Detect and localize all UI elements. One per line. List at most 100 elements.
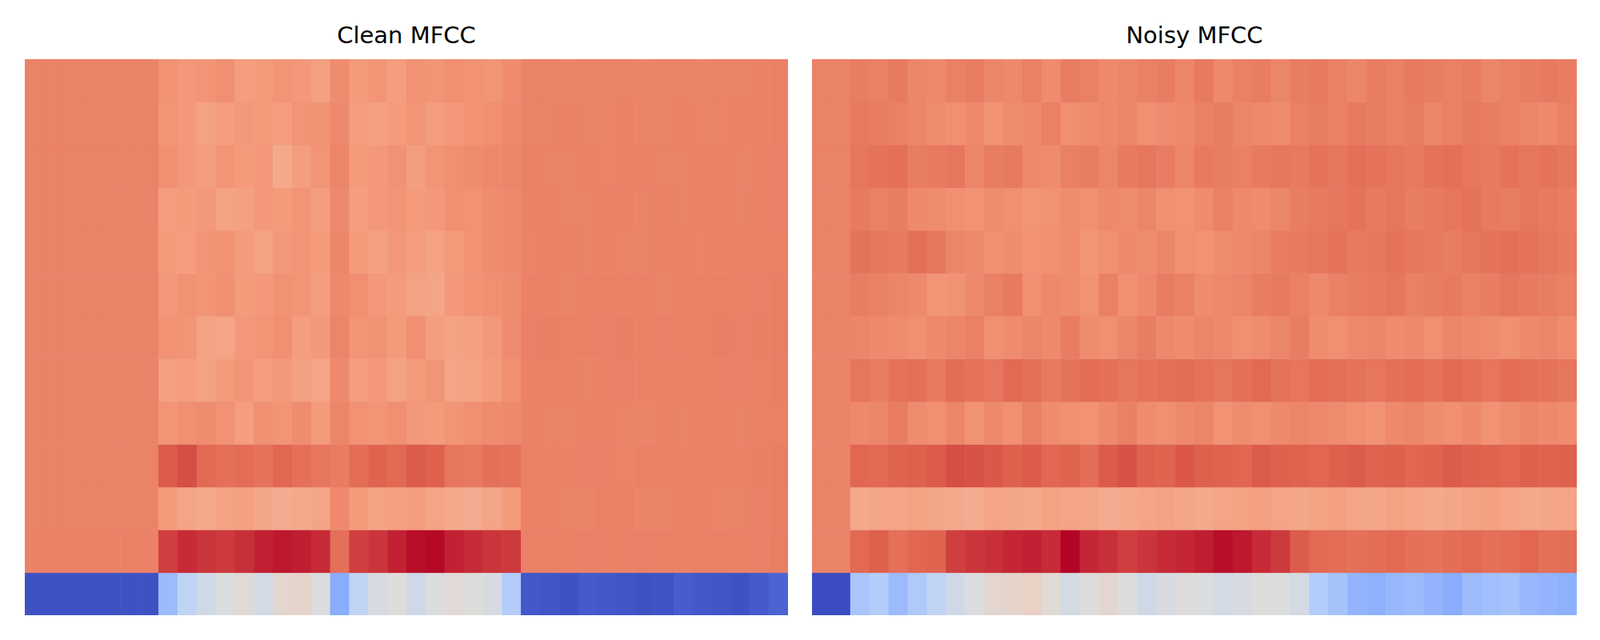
heatmap-cell bbox=[616, 59, 636, 103]
heatmap-cell bbox=[1060, 401, 1081, 445]
heatmap-cell bbox=[82, 272, 102, 316]
heatmap-cell bbox=[1443, 444, 1464, 488]
heatmap-cell bbox=[1136, 358, 1157, 402]
heatmap-cell bbox=[1060, 187, 1081, 231]
heatmap-cell bbox=[654, 272, 674, 316]
heatmap-cell bbox=[1175, 401, 1196, 445]
heatmap-cell bbox=[1500, 444, 1520, 488]
heatmap-cell bbox=[444, 316, 464, 360]
heatmap-cell bbox=[1462, 529, 1483, 573]
heatmap-cell bbox=[945, 272, 966, 316]
heatmap-cell bbox=[1022, 572, 1043, 616]
heatmap-cell bbox=[1117, 358, 1138, 402]
heatmap-cell bbox=[749, 272, 769, 316]
heatmap-cell bbox=[749, 316, 769, 360]
heatmap-cell bbox=[425, 187, 445, 231]
heatmap-cell bbox=[749, 59, 769, 103]
heatmap-cell bbox=[196, 144, 216, 188]
heatmap-cell bbox=[616, 144, 636, 188]
heatmap-cell bbox=[1156, 444, 1176, 488]
heatmap-cell bbox=[1347, 144, 1368, 188]
heatmap-cell bbox=[673, 529, 693, 573]
heatmap-cell bbox=[520, 59, 540, 103]
heatmap-cell bbox=[1500, 144, 1520, 188]
heatmap-cell bbox=[482, 272, 502, 316]
heatmap-cell bbox=[926, 59, 947, 103]
heatmap-cell bbox=[1519, 101, 1540, 145]
heatmap-cell bbox=[559, 358, 579, 402]
heatmap-cell bbox=[850, 529, 871, 573]
heatmap-cell bbox=[1117, 144, 1138, 188]
heatmap-cell bbox=[348, 101, 368, 145]
heatmap-cell bbox=[1404, 487, 1425, 531]
heatmap-cell bbox=[272, 144, 292, 188]
heatmap-cell bbox=[1328, 187, 1348, 231]
heatmap-cell bbox=[139, 144, 159, 188]
heatmap-cell bbox=[692, 187, 712, 231]
heatmap-cell bbox=[730, 401, 750, 445]
heatmap-cell bbox=[730, 230, 750, 274]
heatmap-cell bbox=[1462, 230, 1483, 274]
heatmap-cell bbox=[712, 272, 732, 316]
heatmap-cell bbox=[850, 272, 871, 316]
heatmap-cell bbox=[177, 316, 197, 360]
heatmap-cell bbox=[406, 358, 426, 402]
heatmap-cell bbox=[1290, 101, 1311, 145]
heatmap-cell bbox=[869, 144, 890, 188]
heatmap-cell bbox=[1443, 529, 1464, 573]
heatmap-cell bbox=[272, 487, 292, 531]
heatmap-cell bbox=[1308, 187, 1329, 231]
heatmap-cell bbox=[272, 572, 292, 616]
heatmap-cell bbox=[1271, 101, 1292, 145]
heatmap-cell bbox=[1328, 59, 1348, 103]
heatmap-cell bbox=[1156, 59, 1176, 103]
heatmap-cell bbox=[1538, 487, 1559, 531]
heatmap-cell bbox=[1156, 101, 1176, 145]
heatmap-cell bbox=[1519, 487, 1540, 531]
heatmap-cell bbox=[1136, 187, 1157, 231]
heatmap-cell bbox=[464, 487, 484, 531]
heatmap-cell bbox=[1175, 487, 1196, 531]
heatmap-cell bbox=[888, 401, 909, 445]
heatmap-cell bbox=[908, 358, 928, 402]
heatmap-cell bbox=[945, 401, 966, 445]
heatmap-cell bbox=[1252, 358, 1272, 402]
heatmap-cell bbox=[501, 272, 521, 316]
heatmap-cell bbox=[964, 59, 985, 103]
heatmap-cell bbox=[1424, 144, 1444, 188]
heatmap-cell bbox=[1500, 187, 1520, 231]
heatmap-cell bbox=[387, 444, 407, 488]
heatmap-cell bbox=[850, 316, 871, 360]
heatmap-cell bbox=[501, 230, 521, 274]
heatmap-cell bbox=[120, 487, 140, 531]
heatmap-cell bbox=[330, 272, 350, 316]
heatmap-cell bbox=[158, 401, 178, 445]
heatmap-cell bbox=[348, 401, 368, 445]
heatmap-cell bbox=[831, 230, 852, 274]
heatmap-cell bbox=[1481, 59, 1502, 103]
heatmap-cell bbox=[406, 316, 426, 360]
heatmap-cell bbox=[406, 272, 426, 316]
heatmap-cell bbox=[1308, 316, 1329, 360]
heatmap-cell bbox=[1519, 358, 1540, 402]
heatmap-cell bbox=[1041, 358, 1062, 402]
heatmap-cell bbox=[387, 316, 407, 360]
heatmap-cell bbox=[444, 487, 464, 531]
heatmap-cell bbox=[1462, 572, 1483, 616]
heatmap-cell bbox=[1156, 230, 1176, 274]
heatmap-cell bbox=[482, 572, 502, 616]
heatmap-cell bbox=[1060, 272, 1081, 316]
heatmap-cell bbox=[82, 529, 102, 573]
heatmap-cell bbox=[888, 444, 909, 488]
heatmap-cell bbox=[984, 144, 1004, 188]
heatmap-cell bbox=[139, 529, 159, 573]
heatmap-cell bbox=[812, 444, 832, 488]
heatmap-cell bbox=[1519, 59, 1540, 103]
heatmap-cell bbox=[520, 316, 540, 360]
heatmap-cell bbox=[387, 487, 407, 531]
heatmap-cell bbox=[712, 401, 732, 445]
heatmap-cell bbox=[850, 187, 871, 231]
heatmap-cell bbox=[272, 101, 292, 145]
heatmap-cell bbox=[712, 187, 732, 231]
heatmap-cell bbox=[984, 101, 1004, 145]
